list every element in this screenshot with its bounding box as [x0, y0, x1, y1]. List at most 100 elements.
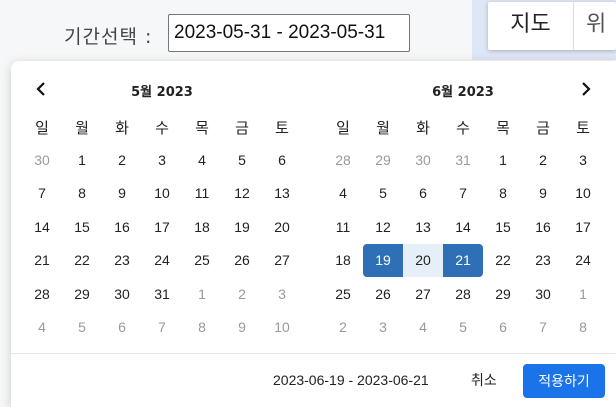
- day-cell[interactable]: 26: [375, 285, 391, 302]
- day-cell[interactable]: 10: [575, 185, 591, 202]
- day-cell[interactable]: 30: [415, 151, 431, 168]
- day-cell[interactable]: 28: [34, 285, 50, 302]
- day-cell[interactable]: 10: [154, 185, 170, 202]
- day-cell[interactable]: 5: [379, 185, 387, 202]
- day-cell[interactable]: 4: [339, 185, 347, 202]
- day-cell[interactable]: 8: [579, 319, 587, 336]
- apply-button[interactable]: 적용하기: [523, 364, 605, 398]
- day-cell[interactable]: 16: [114, 218, 130, 235]
- day-cell[interactable]: 2: [238, 285, 246, 302]
- day-cell[interactable]: 31: [154, 285, 170, 302]
- cancel-button[interactable]: 취소: [471, 370, 497, 390]
- day-cell-in-range[interactable]: 20: [403, 243, 443, 277]
- day-cell[interactable]: 25: [335, 285, 351, 302]
- day-cell[interactable]: 17: [575, 218, 591, 235]
- day-cell[interactable]: 8: [198, 319, 206, 336]
- day-cell[interactable]: 4: [198, 151, 206, 168]
- day-cell[interactable]: 2: [539, 151, 547, 168]
- day-cell[interactable]: 19: [234, 218, 250, 235]
- day-cell[interactable]: 3: [158, 151, 166, 168]
- day-cell[interactable]: 9: [539, 185, 547, 202]
- day-cell-selected[interactable]: 19: [363, 243, 403, 277]
- day-cell[interactable]: 30: [535, 285, 551, 302]
- day-cell[interactable]: 2: [339, 319, 347, 336]
- day-cell[interactable]: 4: [419, 319, 427, 336]
- day-cell[interactable]: 8: [78, 185, 86, 202]
- day-cell[interactable]: 30: [34, 151, 50, 168]
- weekday-label: 수: [155, 118, 169, 137]
- day-cell[interactable]: 11: [335, 218, 351, 235]
- day-cell[interactable]: 29: [74, 285, 90, 302]
- day-cell[interactable]: 18: [194, 218, 210, 235]
- day-cell[interactable]: 7: [459, 185, 467, 202]
- day-cell[interactable]: 30: [114, 285, 130, 302]
- day-cell[interactable]: 27: [274, 252, 290, 269]
- day-cell[interactable]: 1: [198, 285, 206, 302]
- day-cell[interactable]: 27: [415, 285, 431, 302]
- day-cell[interactable]: 6: [118, 319, 126, 336]
- day-cell[interactable]: 4: [38, 319, 46, 336]
- day-cell[interactable]: 2: [118, 151, 126, 168]
- day-cell[interactable]: 25: [194, 252, 210, 269]
- day-cell[interactable]: 6: [419, 185, 427, 202]
- day-cell[interactable]: 23: [114, 252, 130, 269]
- day-cell[interactable]: 18: [335, 252, 351, 269]
- date-range-picker: 5월 2023 일 월 화 수 목 금 토 30 1 2 3 4 5 6 7 8 9 10 11 12 13 14 15 16…: [11, 61, 616, 407]
- day-cell[interactable]: 13: [415, 218, 431, 235]
- day-cell[interactable]: 24: [575, 252, 591, 269]
- day-cell[interactable]: 5: [78, 319, 86, 336]
- day-cell[interactable]: 14: [455, 218, 471, 235]
- day-cell[interactable]: 15: [495, 218, 511, 235]
- chevron-right-icon[interactable]: [576, 79, 596, 99]
- day-cell[interactable]: 9: [238, 319, 246, 336]
- day-cell[interactable]: 31: [455, 151, 471, 168]
- month-grid: 일 월 화 수 목 금 토 28 29 30 31 1 2 3 4 5 6 7 8 9 10 11 12 13 14 15 16 17…: [323, 111, 603, 344]
- day-cell[interactable]: 3: [579, 151, 587, 168]
- weekday-label: 토: [275, 118, 289, 137]
- day-cell[interactable]: 5: [459, 319, 467, 336]
- weekday-label: 금: [536, 118, 550, 137]
- tab-map[interactable]: 지도: [488, 2, 574, 50]
- day-cell[interactable]: 20: [274, 218, 290, 235]
- day-cell[interactable]: 26: [234, 252, 250, 269]
- tab-location[interactable]: 위: [586, 12, 607, 37]
- day-cell[interactable]: 7: [539, 319, 547, 336]
- day-cell-selected[interactable]: 21: [443, 243, 483, 277]
- day-cell[interactable]: 22: [74, 252, 90, 269]
- day-cell[interactable]: 28: [455, 285, 471, 302]
- day-cell[interactable]: 21: [34, 252, 50, 269]
- day-cell[interactable]: 8: [499, 185, 507, 202]
- weekday-label: 월: [376, 118, 390, 137]
- day-cell[interactable]: 3: [379, 319, 387, 336]
- day-cell[interactable]: 14: [34, 218, 50, 235]
- day-cell[interactable]: 9: [118, 185, 126, 202]
- day-cell[interactable]: 5: [238, 151, 246, 168]
- picker-footer: 2023-06-19 - 2023-06-21 취소 적용하기: [11, 353, 616, 407]
- day-cell[interactable]: 24: [154, 252, 170, 269]
- chevron-left-icon[interactable]: [31, 79, 51, 99]
- date-range-input[interactable]: 2023-05-31 - 2023-05-31: [168, 14, 410, 52]
- day-cell[interactable]: 28: [335, 151, 351, 168]
- day-cell[interactable]: 12: [375, 218, 391, 235]
- day-cell[interactable]: 29: [495, 285, 511, 302]
- day-cell[interactable]: 7: [158, 319, 166, 336]
- day-cell[interactable]: 13: [274, 185, 290, 202]
- day-cell[interactable]: 17: [154, 218, 170, 235]
- day-cell[interactable]: 10: [274, 319, 290, 336]
- day-cell[interactable]: 1: [579, 285, 587, 302]
- weekday-label: 월: [75, 118, 89, 137]
- day-cell[interactable]: 1: [78, 151, 86, 168]
- weekday-label: 화: [115, 118, 129, 137]
- day-cell[interactable]: 22: [495, 252, 511, 269]
- day-cell[interactable]: 6: [499, 319, 507, 336]
- day-cell[interactable]: 6: [278, 151, 286, 168]
- day-cell[interactable]: 29: [375, 151, 391, 168]
- day-cell[interactable]: 23: [535, 252, 551, 269]
- day-cell[interactable]: 16: [535, 218, 551, 235]
- day-cell[interactable]: 15: [74, 218, 90, 235]
- day-cell[interactable]: 7: [38, 185, 46, 202]
- day-cell[interactable]: 1: [499, 151, 507, 168]
- day-cell[interactable]: 12: [234, 185, 250, 202]
- day-cell[interactable]: 11: [194, 185, 210, 202]
- day-cell[interactable]: 3: [278, 285, 286, 302]
